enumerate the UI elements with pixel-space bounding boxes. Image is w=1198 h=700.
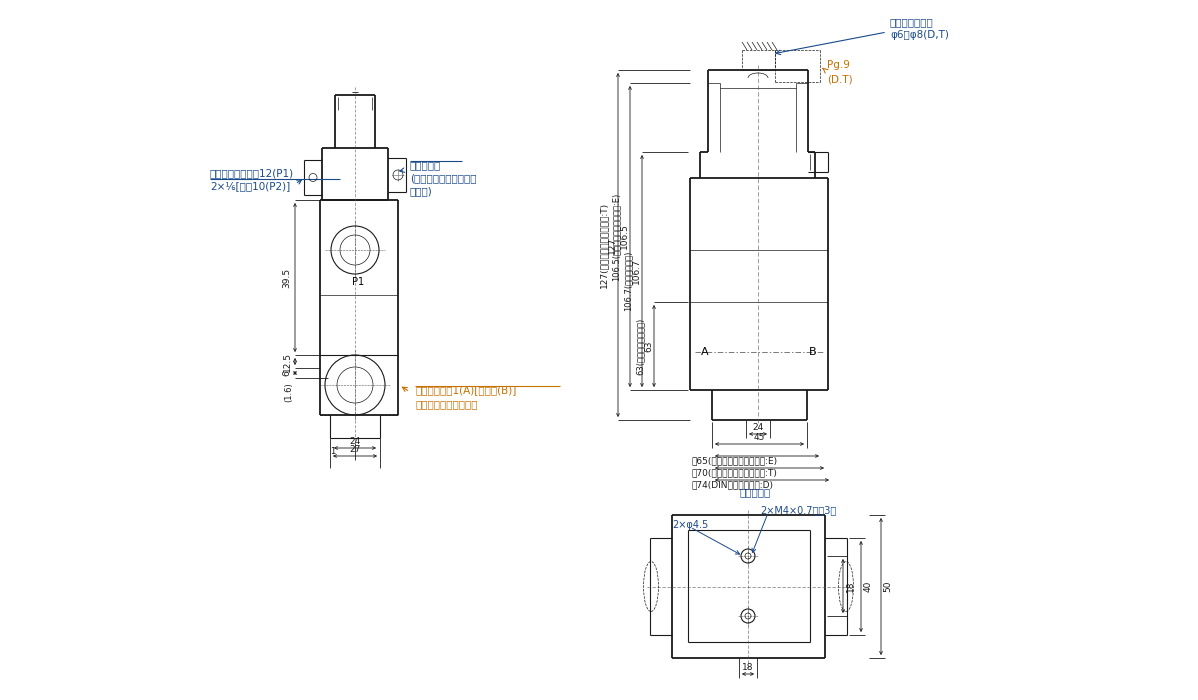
Text: 注74(DIN形ターミナル:D): 注74(DIN形ターミナル:D) [692, 480, 774, 489]
Text: 24: 24 [350, 437, 361, 445]
Text: (ノンロックプッシュ式: (ノンロックプッシュ式 [410, 173, 477, 183]
Text: パイロットポート12(P1): パイロットポート12(P1) [210, 168, 295, 178]
Text: マニュアル: マニュアル [410, 160, 441, 170]
Text: A: A [701, 347, 709, 357]
Text: 63: 63 [645, 340, 653, 351]
Text: 106.7: 106.7 [631, 258, 641, 284]
Text: 27: 27 [350, 444, 361, 454]
Text: 63(エアオペレート形): 63(エアオペレート形) [635, 317, 645, 375]
Text: の場合): の場合) [410, 186, 432, 196]
Text: メインポート1(A)[背面２(B)]: メインポート1(A)[背面２(B)] [415, 385, 516, 395]
Text: 106.7(グロメット形): 106.7(グロメット形) [623, 251, 633, 312]
Text: φ6～φ8(D,T): φ6～φ8(D,T) [890, 30, 949, 40]
Text: 127: 127 [607, 237, 617, 253]
Text: (D.T): (D.T) [827, 74, 853, 84]
Text: 127(コンジットターミナル:T): 127(コンジットターミナル:T) [599, 202, 609, 288]
Text: 管接続口径は下表参照: 管接続口径は下表参照 [415, 399, 478, 409]
Text: 2×M4×0.7　深3７: 2×M4×0.7 深3７ [760, 505, 836, 515]
Text: 適用コード外径: 適用コード外径 [890, 17, 933, 27]
Text: 18: 18 [846, 580, 854, 592]
Text: 106.5: 106.5 [619, 223, 629, 249]
Text: 注65(グロメットターミナル:E): 注65(グロメットターミナル:E) [692, 456, 779, 465]
Text: 6: 6 [283, 370, 291, 376]
Text: 50: 50 [883, 581, 893, 592]
Text: 注70(コンジットターミナル:T): 注70(コンジットターミナル:T) [692, 468, 778, 477]
Text: 45: 45 [754, 433, 766, 442]
Text: 2×⅙[背面10(P2)]: 2×⅙[背面10(P2)] [210, 181, 290, 191]
Text: 106.5(グロメットターミナル:E): 106.5(グロメットターミナル:E) [611, 193, 621, 281]
Text: 12.5: 12.5 [283, 351, 291, 372]
Text: ブラケット: ブラケット [739, 487, 770, 497]
Text: P1: P1 [352, 277, 364, 287]
Text: 39.5: 39.5 [283, 267, 291, 288]
Text: 40: 40 [864, 581, 872, 592]
Text: 24: 24 [752, 423, 763, 431]
Text: (1.6): (1.6) [284, 382, 294, 402]
Text: 2×φ4.5: 2×φ4.5 [672, 520, 708, 530]
Text: 18: 18 [743, 662, 754, 671]
Text: 1: 1 [331, 447, 335, 456]
Text: Pg.9: Pg.9 [827, 60, 849, 70]
Text: B: B [809, 347, 817, 357]
